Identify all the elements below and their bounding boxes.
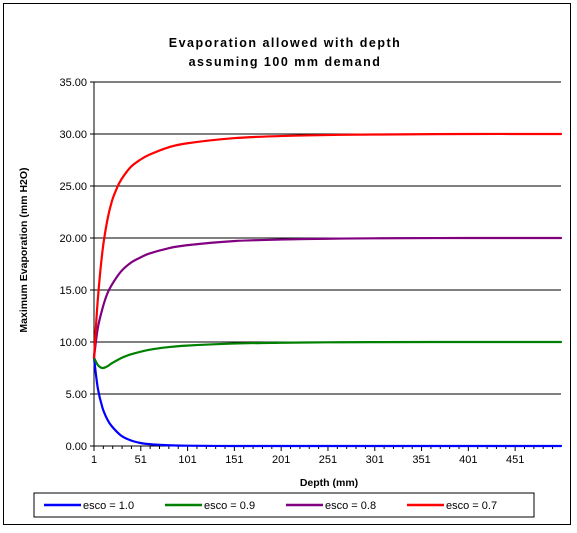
x-tick-label-5: 251 — [319, 454, 337, 466]
chart-title-line-1: Evaporation allowed with depth — [169, 36, 402, 50]
series-line-3 — [92, 236, 563, 359]
series-line-2 — [92, 340, 563, 370]
y-tick-label-2: 10.00 — [59, 337, 87, 349]
x-tick-label-3: 151 — [225, 454, 243, 466]
x-tick-label-7: 351 — [412, 454, 430, 466]
x-tick-label-6: 301 — [366, 454, 384, 466]
x-tick-label-9: 451 — [506, 454, 524, 466]
x-tick-label-4: 201 — [272, 454, 290, 466]
x-tick-label-8: 401 — [459, 454, 477, 466]
legend-label-3: esco = 0.8 — [325, 500, 376, 512]
chart-title-line-2: assuming 100 mm demand — [189, 55, 382, 69]
y-tick-label-4: 20.00 — [59, 233, 87, 245]
x-tick-label-2: 101 — [178, 454, 196, 466]
series-line-1 — [92, 356, 563, 448]
legend-label-4: esco = 0.7 — [446, 500, 497, 512]
x-tick-label-1: 51 — [135, 454, 147, 466]
legend-label-1: esco = 1.0 — [83, 500, 134, 512]
y-tick-label-6: 30.00 — [59, 129, 87, 141]
axes — [90, 81, 561, 451]
chart-frame — [3, 3, 571, 525]
y-tick-label-3: 15.00 — [59, 285, 87, 297]
y-tick-label-5: 25.00 — [59, 181, 87, 193]
x-tick-label-0: 1 — [91, 454, 97, 466]
y-tick-label-0: 0.00 — [66, 441, 87, 453]
y-tick-label-7: 35.00 — [59, 77, 87, 89]
series-line-4 — [92, 132, 563, 359]
legend-label-2: esco = 0.9 — [204, 500, 255, 512]
legend-box — [33, 492, 535, 518]
x-axis-label: Depth (mm) — [300, 477, 358, 489]
series-lines — [92, 132, 563, 448]
legend: esco = 1.0 esco = 0.9 esco = 0.8 esco = 0.7 — [33, 492, 535, 518]
y-axis-label: Maximum Evaporation (mm H2O) — [18, 167, 30, 332]
y-tick-label-1: 5.00 — [66, 389, 87, 401]
